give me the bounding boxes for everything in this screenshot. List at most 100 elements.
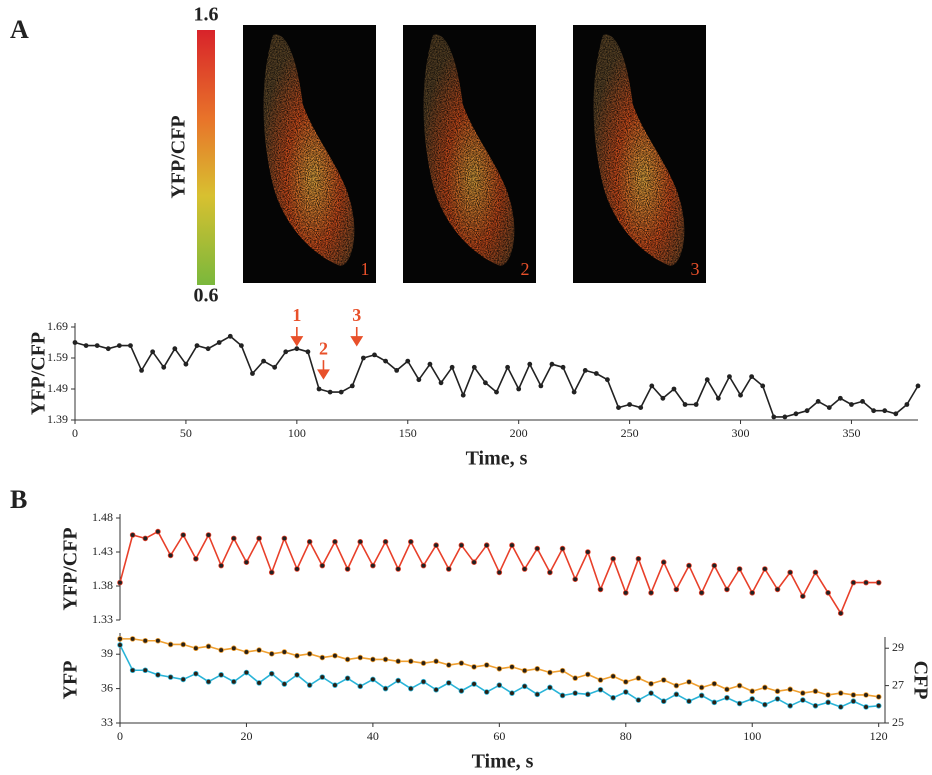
data-point	[193, 645, 199, 652]
data-point	[800, 690, 806, 696]
data-point	[774, 696, 781, 702]
data-point	[534, 665, 541, 672]
data-point	[483, 542, 490, 548]
data-point	[395, 566, 401, 572]
y-tick-label: 1.43	[92, 544, 113, 558]
data-point	[715, 395, 721, 401]
data-point	[494, 389, 499, 395]
data-point	[268, 670, 275, 677]
data-point	[547, 669, 553, 676]
data-point	[521, 566, 528, 572]
data-point	[673, 691, 680, 698]
data-point	[306, 651, 313, 657]
data-point	[686, 679, 692, 685]
data-point	[319, 654, 326, 661]
data-point	[72, 340, 78, 345]
data-point	[272, 364, 278, 370]
data-point	[825, 699, 831, 706]
data-point	[231, 645, 237, 652]
data-point	[250, 371, 255, 376]
data-point	[850, 579, 857, 586]
data-point	[800, 697, 806, 703]
data-point	[83, 343, 89, 348]
data-point	[686, 698, 692, 705]
colorbar-min: 0.6	[194, 285, 219, 307]
data-point	[597, 586, 604, 593]
data-point	[183, 361, 189, 367]
data-point	[863, 579, 869, 586]
data-point	[227, 333, 233, 339]
data-point	[408, 685, 414, 692]
data-point	[458, 542, 465, 548]
data-point	[787, 686, 793, 693]
series-line	[119, 644, 879, 708]
data-point	[193, 555, 199, 562]
y-tick-label: 1.39	[47, 412, 68, 426]
data-point	[622, 589, 629, 596]
data-point	[231, 535, 237, 542]
data-point	[837, 610, 844, 616]
data-point	[673, 682, 680, 689]
data-point	[294, 566, 300, 572]
image-label: 2	[521, 259, 530, 279]
data-point	[505, 364, 510, 370]
data-point	[825, 692, 831, 698]
data-point	[863, 692, 869, 698]
data-point	[344, 675, 351, 682]
data-point	[471, 364, 477, 370]
data-point	[736, 566, 743, 572]
data-point	[117, 642, 123, 648]
data-point	[319, 562, 326, 569]
data-point	[875, 702, 882, 709]
data-point	[408, 658, 414, 665]
data-point	[238, 343, 244, 348]
data-point	[774, 688, 781, 695]
data-point	[671, 386, 677, 392]
data-point	[610, 694, 616, 701]
data-point	[496, 569, 503, 576]
data-point	[180, 676, 187, 683]
annotation: 2	[319, 338, 328, 358]
data-point	[585, 549, 591, 555]
y-tick-label: 1.33	[92, 612, 113, 626]
data-point	[787, 569, 793, 576]
data-point	[268, 651, 275, 657]
x-tick-label: 100	[743, 729, 761, 743]
annotation: 1	[292, 305, 301, 325]
data-point	[155, 637, 161, 644]
data-point	[383, 358, 388, 364]
x-axis-label: Time, s	[472, 751, 534, 773]
data-point	[420, 660, 427, 666]
data-point	[180, 532, 187, 538]
x-tick-label: 300	[732, 426, 750, 440]
data-point	[660, 395, 666, 401]
data-point	[749, 589, 756, 596]
data-point	[850, 692, 857, 698]
colorbar-max: 1.6	[194, 4, 219, 26]
data-point	[261, 358, 266, 364]
y-axis-label: YFP/CFP	[60, 527, 82, 610]
data-point	[139, 368, 144, 373]
data-point	[155, 672, 161, 678]
data-point	[762, 684, 768, 691]
data-point	[420, 678, 427, 685]
y-tick-label: 33	[101, 715, 113, 729]
data-point	[496, 665, 503, 672]
data-point	[319, 674, 326, 680]
data-point	[850, 698, 857, 705]
data-point	[527, 361, 533, 367]
data-point	[167, 552, 174, 559]
data-point	[638, 405, 644, 410]
data-point	[243, 649, 250, 655]
data-point	[218, 647, 224, 653]
data-point	[597, 686, 604, 693]
data-point	[549, 361, 555, 367]
data-point	[205, 532, 212, 538]
data-point	[698, 692, 705, 699]
data-point	[560, 364, 566, 370]
data-point	[711, 562, 718, 569]
data-point	[408, 538, 414, 545]
data-point	[294, 652, 300, 659]
data-point	[837, 690, 844, 696]
